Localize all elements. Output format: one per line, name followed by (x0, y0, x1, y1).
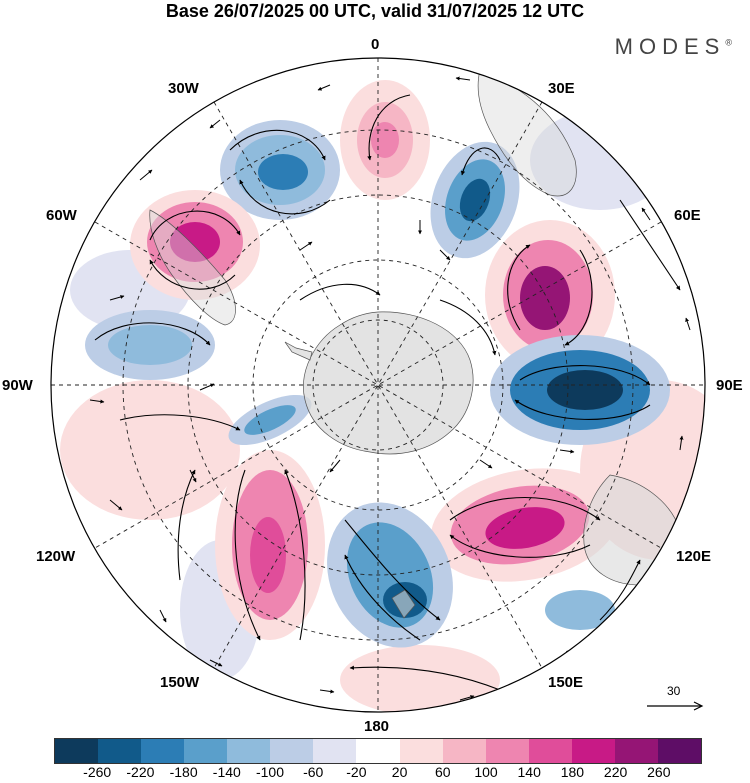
colorbar-tick-label: -60 (303, 764, 324, 780)
colorbar-swatch (356, 739, 400, 763)
colorbar-tick-label: 260 (647, 764, 671, 780)
background-patch (60, 380, 240, 520)
south-america-land (149, 209, 236, 326)
colorbar-tick-label: 140 (517, 764, 541, 780)
colorbar-swatch (184, 739, 228, 763)
anomaly-low-100W (228, 394, 312, 446)
anomaly-small-high (100, 418, 140, 442)
graticule (51, 58, 705, 712)
colorbar-swatch (141, 739, 185, 763)
reference-vector-label: 30 (667, 684, 681, 698)
lon-label-180: 180 (364, 718, 390, 735)
colorbar-tick-label: 20 (391, 764, 408, 780)
lon-label-150w: 150W (160, 674, 200, 691)
colorbar-swatch (399, 739, 443, 763)
colorbar-tick-label: -140 (212, 764, 241, 780)
colorbar-swatch (313, 739, 357, 763)
anomaly-low-80W (85, 310, 215, 380)
map-title: Base 26/07/2025 00 UTC, valid 31/07/2025… (165, 1, 585, 21)
reference-arrow-icon (647, 701, 704, 711)
anomaly-high-60E (485, 220, 615, 370)
lon-label-120e: 120E (676, 548, 712, 565)
colorbar-swatch (485, 739, 529, 763)
colorbar-tick-label: 180 (560, 764, 585, 780)
colorbar-swatch (571, 739, 615, 763)
colorbar-tick-label: -100 (255, 764, 285, 780)
colorbar-tick-label: -260 (83, 764, 112, 780)
lon-label-90e: 90E (716, 377, 743, 394)
colorbar-tick-label: 100 (474, 764, 498, 780)
lon-label-60e: 60E (674, 207, 701, 224)
colorbar-swatch (614, 739, 658, 763)
map-border (50, 57, 706, 713)
anomaly-high-115E (430, 468, 620, 582)
lon-label-150e: 150E (548, 674, 584, 691)
brand-text: MODES (614, 34, 726, 59)
new-zealand-land (391, 589, 416, 619)
anomaly-high-0 (340, 80, 430, 200)
antarctica-land (303, 311, 474, 455)
reference-vector: 30 (645, 684, 705, 714)
anomaly-small-low (545, 590, 615, 630)
colorbar-swatch (270, 739, 314, 763)
lon-label-0: 0 (371, 36, 380, 53)
background-patch (340, 645, 500, 712)
colorbar-tick-label: -20 (346, 764, 367, 780)
colorbar-swatch (528, 739, 572, 763)
colorbar-swatch (442, 739, 486, 763)
colorbar-tick-label: -220 (126, 764, 155, 780)
africa-land (477, 69, 577, 197)
lon-label-90w: 90W (2, 377, 33, 394)
anomaly-low-90E (490, 335, 670, 445)
colorbar-ticks: -260 -220 -180 -140 -100 -60 -20 20 60 100 140 180 2… (54, 764, 702, 782)
lon-label-60w: 60W (46, 207, 77, 224)
modes-logo: MODES® (615, 34, 732, 60)
lon-label-120w: 120W (36, 548, 76, 565)
colorbar-tick-label: 220 (603, 764, 628, 780)
lon-label-30w: 30W (168, 80, 199, 97)
colorbar-swatch (227, 739, 271, 763)
peninsula-land (284, 341, 313, 361)
colorbar-swatch (98, 739, 142, 763)
colorbar-swatch (657, 739, 701, 763)
anomaly-high-145W (215, 450, 325, 640)
lon-label-30e: 30E (548, 80, 575, 97)
colorbar-tick-label: -180 (169, 764, 198, 780)
registered-mark: ® (725, 37, 732, 48)
colorbar (54, 738, 702, 764)
colorbar-swatch (55, 739, 99, 763)
colorbar-tick-label: 60 (435, 764, 451, 780)
anomaly-low-25E (430, 141, 520, 259)
wind-streamlines (94, 94, 681, 691)
